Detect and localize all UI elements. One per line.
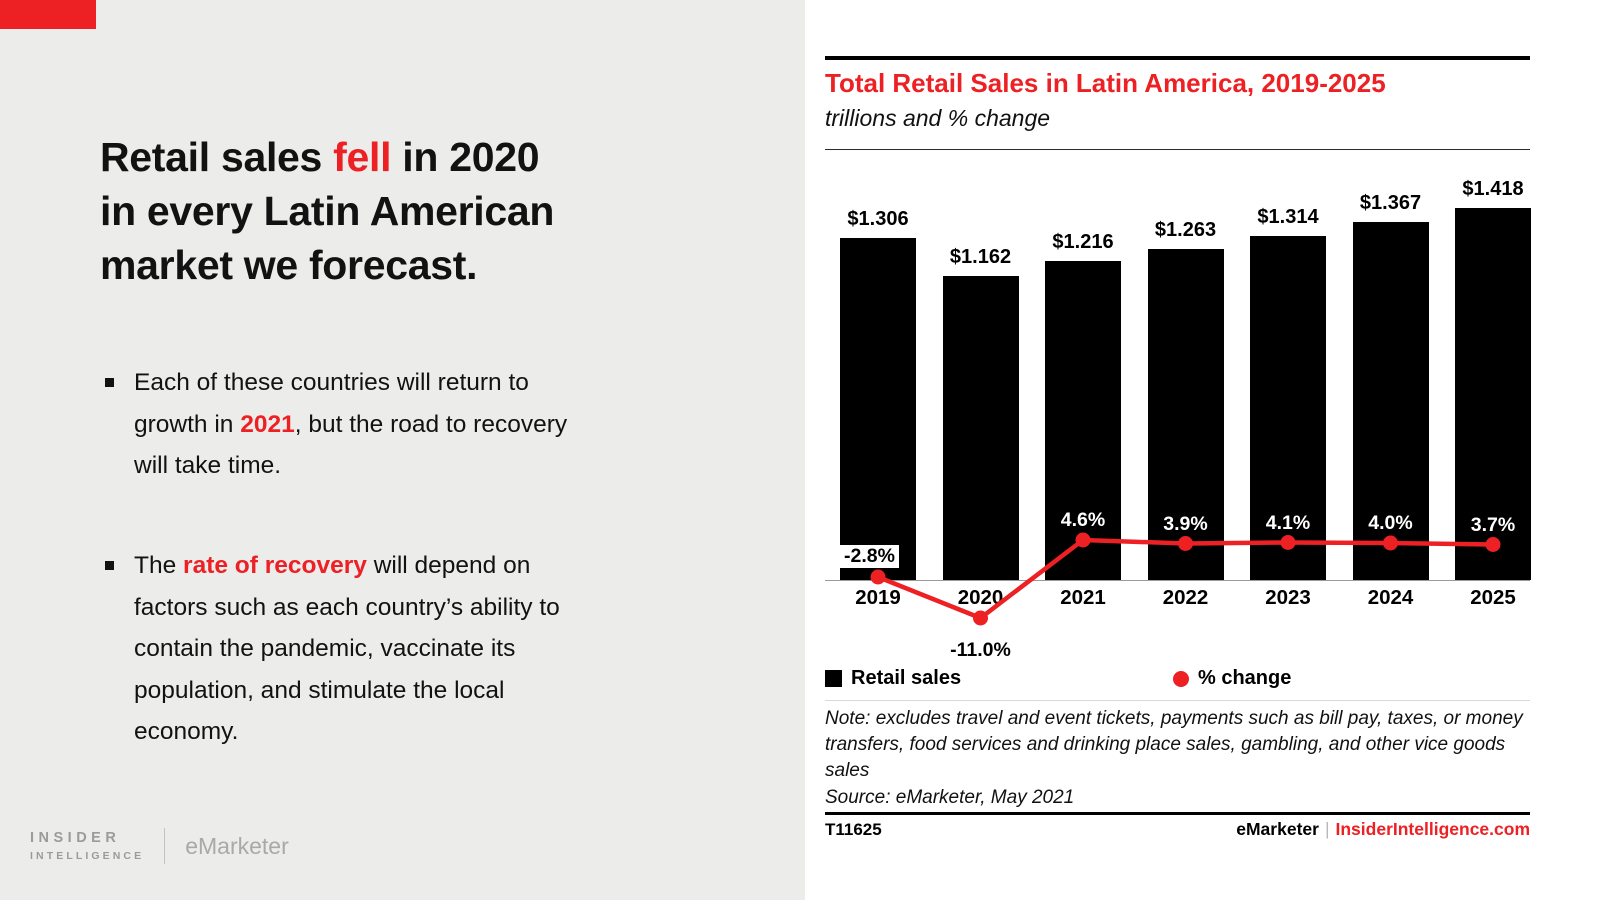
emarketer-logo: eMarketer: [185, 832, 289, 859]
pct-label-2021: 4.6%: [1060, 509, 1106, 531]
pct-label-2022: 3.9%: [1163, 512, 1208, 535]
bullet-line: contain the pandemic, vaccinate its: [134, 628, 703, 670]
bar-value-2020: $1.162: [949, 246, 1012, 268]
bar-2025: [1455, 208, 1531, 580]
footer-emarketer: eMarketer: [1236, 819, 1319, 839]
chart-top-rule: [825, 56, 1530, 60]
logo-lockup: INSIDER INTELLIGENCE eMarketer: [30, 828, 289, 864]
pct-label-2024: 4.0%: [1368, 512, 1413, 534]
bullet-item-1: Each of these countries will return to gr…: [103, 362, 703, 487]
bar-value-2019: $1.306: [847, 208, 909, 230]
bullet-text: will depend on: [366, 551, 531, 579]
pct-point-2020: [973, 610, 988, 626]
x-axis-line: [825, 580, 1530, 581]
bullet-line: Each of these countries will return to: [134, 362, 703, 404]
bullet-line: The rate of recovery will depend on: [134, 545, 703, 587]
footer-brand: eMarketer | InsiderIntelligence.com: [1236, 819, 1530, 840]
axis-label-2021: 2021: [1060, 586, 1106, 609]
bullet-text: economy.: [134, 718, 239, 746]
bullet-text: 2021: [240, 410, 295, 438]
pct-change-line: [870, 532, 1501, 626]
footer-rule: [825, 812, 1530, 815]
axis-label-2019: 2019: [855, 586, 901, 609]
bar-2020: [942, 276, 1019, 580]
pct-label-2020: -11.0%: [950, 639, 1011, 661]
pct-label-2025: 3.7%: [1470, 513, 1516, 536]
bullet-text: will take time.: [134, 452, 282, 480]
left-panel: Retail sales fell in 2020 in every Latin…: [0, 0, 805, 900]
retail-sales-swatch-icon: [825, 670, 842, 687]
bar-value-2022: $1.263: [1154, 219, 1217, 241]
headline-highlight: fell: [333, 134, 392, 180]
bullet-line: growth in 2021, but the road to recovery: [134, 404, 703, 446]
headline: Retail sales fell in 2020 in every Latin…: [100, 130, 740, 292]
bullet-text: factors such as each country’s ability t…: [134, 593, 560, 621]
bar-value-2023: $1.314: [1257, 206, 1319, 228]
bar-2024: [1352, 222, 1429, 580]
insider-intelligence-logo: INSIDER INTELLIGENCE: [30, 830, 144, 862]
headline-line-1: Retail sales fell in 2020: [100, 130, 740, 184]
bar-value-2021: $1.216: [1052, 231, 1114, 253]
pct-point-2025: [1485, 537, 1501, 552]
bar-line-chart: $1.306 2019 -2.8% $1.162 2020 -11.0% $1.216 202…: [825, 155, 1531, 670]
bullet-text: growth in: [134, 410, 241, 438]
pct-change-swatch-icon: [1173, 670, 1189, 687]
bar-2022: [1147, 249, 1224, 580]
pct-point-2024: [1383, 535, 1398, 551]
source-text: Source: eMarketer, May 2021: [825, 786, 1075, 808]
corner-accent-bar: [0, 0, 96, 29]
bullet-text: population, and stimulate the local: [134, 676, 505, 704]
legend-item-retail-sales: Retail sales: [825, 667, 961, 690]
headline-line-3: market we forecast.: [100, 242, 478, 289]
logo-divider: [164, 828, 166, 864]
bar-value-2025: $1.418: [1462, 178, 1524, 200]
pct-label-2019: -2.8%: [840, 545, 899, 568]
chart-subtitle: trillions and % change: [825, 105, 1051, 131]
note-rule: [825, 700, 1530, 701]
bar-2019: [840, 238, 916, 580]
chart-note: Note: excludes travel and event tickets,…: [825, 706, 1533, 811]
logo-text: INTELLIGENCE: [30, 850, 145, 862]
headline-line-2: in every Latin American: [100, 188, 555, 235]
chart-panel: Total Retail Sales in Latin America, 201…: [805, 0, 1600, 900]
bullet-line: factors such as each country’s ability t…: [134, 587, 703, 629]
note-text: Note: excludes travel and event tickets,…: [825, 708, 1523, 782]
bullet-text: Each of these countries will return to: [134, 369, 529, 396]
footer-site-link[interactable]: InsiderIntelligence.com: [1335, 819, 1531, 839]
pct-point-2022: [1178, 536, 1193, 551]
bullet-line: population, and stimulate the local: [134, 670, 703, 712]
logo-text: INSIDER: [30, 830, 121, 846]
pct-label-2023: 4.1%: [1265, 511, 1311, 534]
axis-label-2023: 2023: [1265, 586, 1311, 609]
footer-separator: |: [1324, 819, 1330, 839]
pct-point-2023: [1280, 535, 1296, 550]
bullet-item-2: The rate of recovery will depend on facto…: [103, 545, 703, 753]
pct-point-2021: [1075, 532, 1091, 548]
bar-2023: [1250, 236, 1326, 580]
bullet-text: , but the road to recovery: [294, 410, 568, 438]
bullet-list: Each of these countries will return to gr…: [103, 362, 703, 811]
legend-label: % change: [1198, 667, 1292, 689]
axis-label-2022: 2022: [1162, 586, 1209, 609]
axis-label-2024: 2024: [1367, 586, 1414, 609]
bullet-text: The: [134, 551, 184, 579]
axis-label-2025: 2025: [1470, 586, 1516, 609]
chart-title: Total Retail Sales in Latin America, 201…: [825, 68, 1386, 98]
bar-value-2024: $1.367: [1359, 192, 1422, 214]
bullet-line: economy.: [134, 711, 703, 753]
bullet-text: contain the pandemic, vaccinate its: [134, 635, 516, 663]
chart-subtitle-rule: [825, 149, 1530, 150]
pct-point-2019: [870, 569, 886, 585]
legend-label: Retail sales: [851, 667, 962, 689]
bullet-line: will take time.: [134, 445, 703, 487]
headline-text: in 2020: [391, 134, 540, 180]
bullet-text: rate of recovery: [183, 551, 367, 579]
bar-2021: [1045, 261, 1121, 580]
headline-text: Retail sales: [100, 134, 334, 180]
axis-label-2020: 2020: [957, 586, 1004, 609]
chart-id: T11625: [825, 820, 882, 839]
legend-item-pct-change: % change: [1173, 667, 1291, 690]
